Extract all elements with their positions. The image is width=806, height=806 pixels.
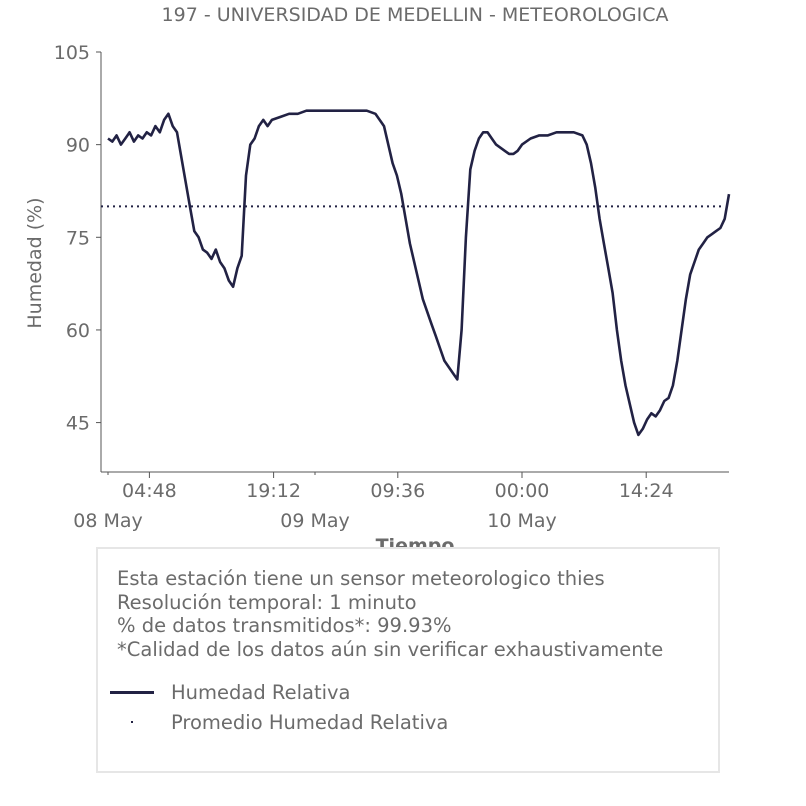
info-line-resolution: Resolución temporal: 1 minuto [117, 590, 417, 614]
x-date-label: 10 May [487, 510, 557, 532]
x-date-label: 09 May [280, 510, 350, 532]
legend-label-humedad: Humedad Relativa [171, 680, 351, 704]
info-line-quality: *Calidad de los datos aún sin verificar … [117, 637, 664, 661]
legend-item-promedio: Promedio Humedad Relativa [110, 710, 448, 734]
info-legend-box: Esta estación tiene un sensor meteorolog… [96, 547, 720, 773]
info-line-transmitted: % de datos transmitidos*: 99.93% [117, 614, 452, 637]
y-axis-title: Humedad (%) [24, 197, 46, 328]
legend-label-promedio: Promedio Humedad Relativa [171, 710, 449, 734]
y-tick-label: 90 [66, 135, 90, 157]
humedad-line [107, 109, 731, 437]
x-tick-label: 00:00 [495, 480, 550, 502]
info-text: Esta estación tiene un sensor meteorolog… [117, 567, 663, 661]
x-tick-label: 09:36 [370, 480, 425, 502]
chart: 197 - UNIVERSIDAD DE MEDELLIN - METEOROL… [24, 4, 731, 557]
legend-line-swatch [110, 690, 154, 694]
y-tick-label: 105 [54, 42, 90, 64]
y-tick-label: 45 [66, 413, 90, 435]
info-line-sensor: Esta estación tiene un sensor meteorolog… [117, 567, 605, 590]
y-tick-label: 60 [66, 320, 90, 342]
x-date-label: 08 May [73, 510, 143, 532]
legend-item-humedad: Humedad Relativa [110, 680, 351, 704]
x-tick-label: 04:48 [122, 480, 177, 502]
x-tick-label: 19:12 [246, 480, 301, 502]
x-tick-label: 14:24 [619, 480, 674, 502]
y-tick-label: 75 [66, 227, 90, 249]
legend-dot-swatch [110, 710, 154, 734]
series-group [107, 109, 731, 437]
chart-title: 197 - UNIVERSIDAD DE MEDELLIN - METEOROL… [162, 4, 669, 26]
axes: 45 60 75 90 105 04:48 19:12 09:36 00:00 14:24 08 M… [54, 42, 729, 532]
